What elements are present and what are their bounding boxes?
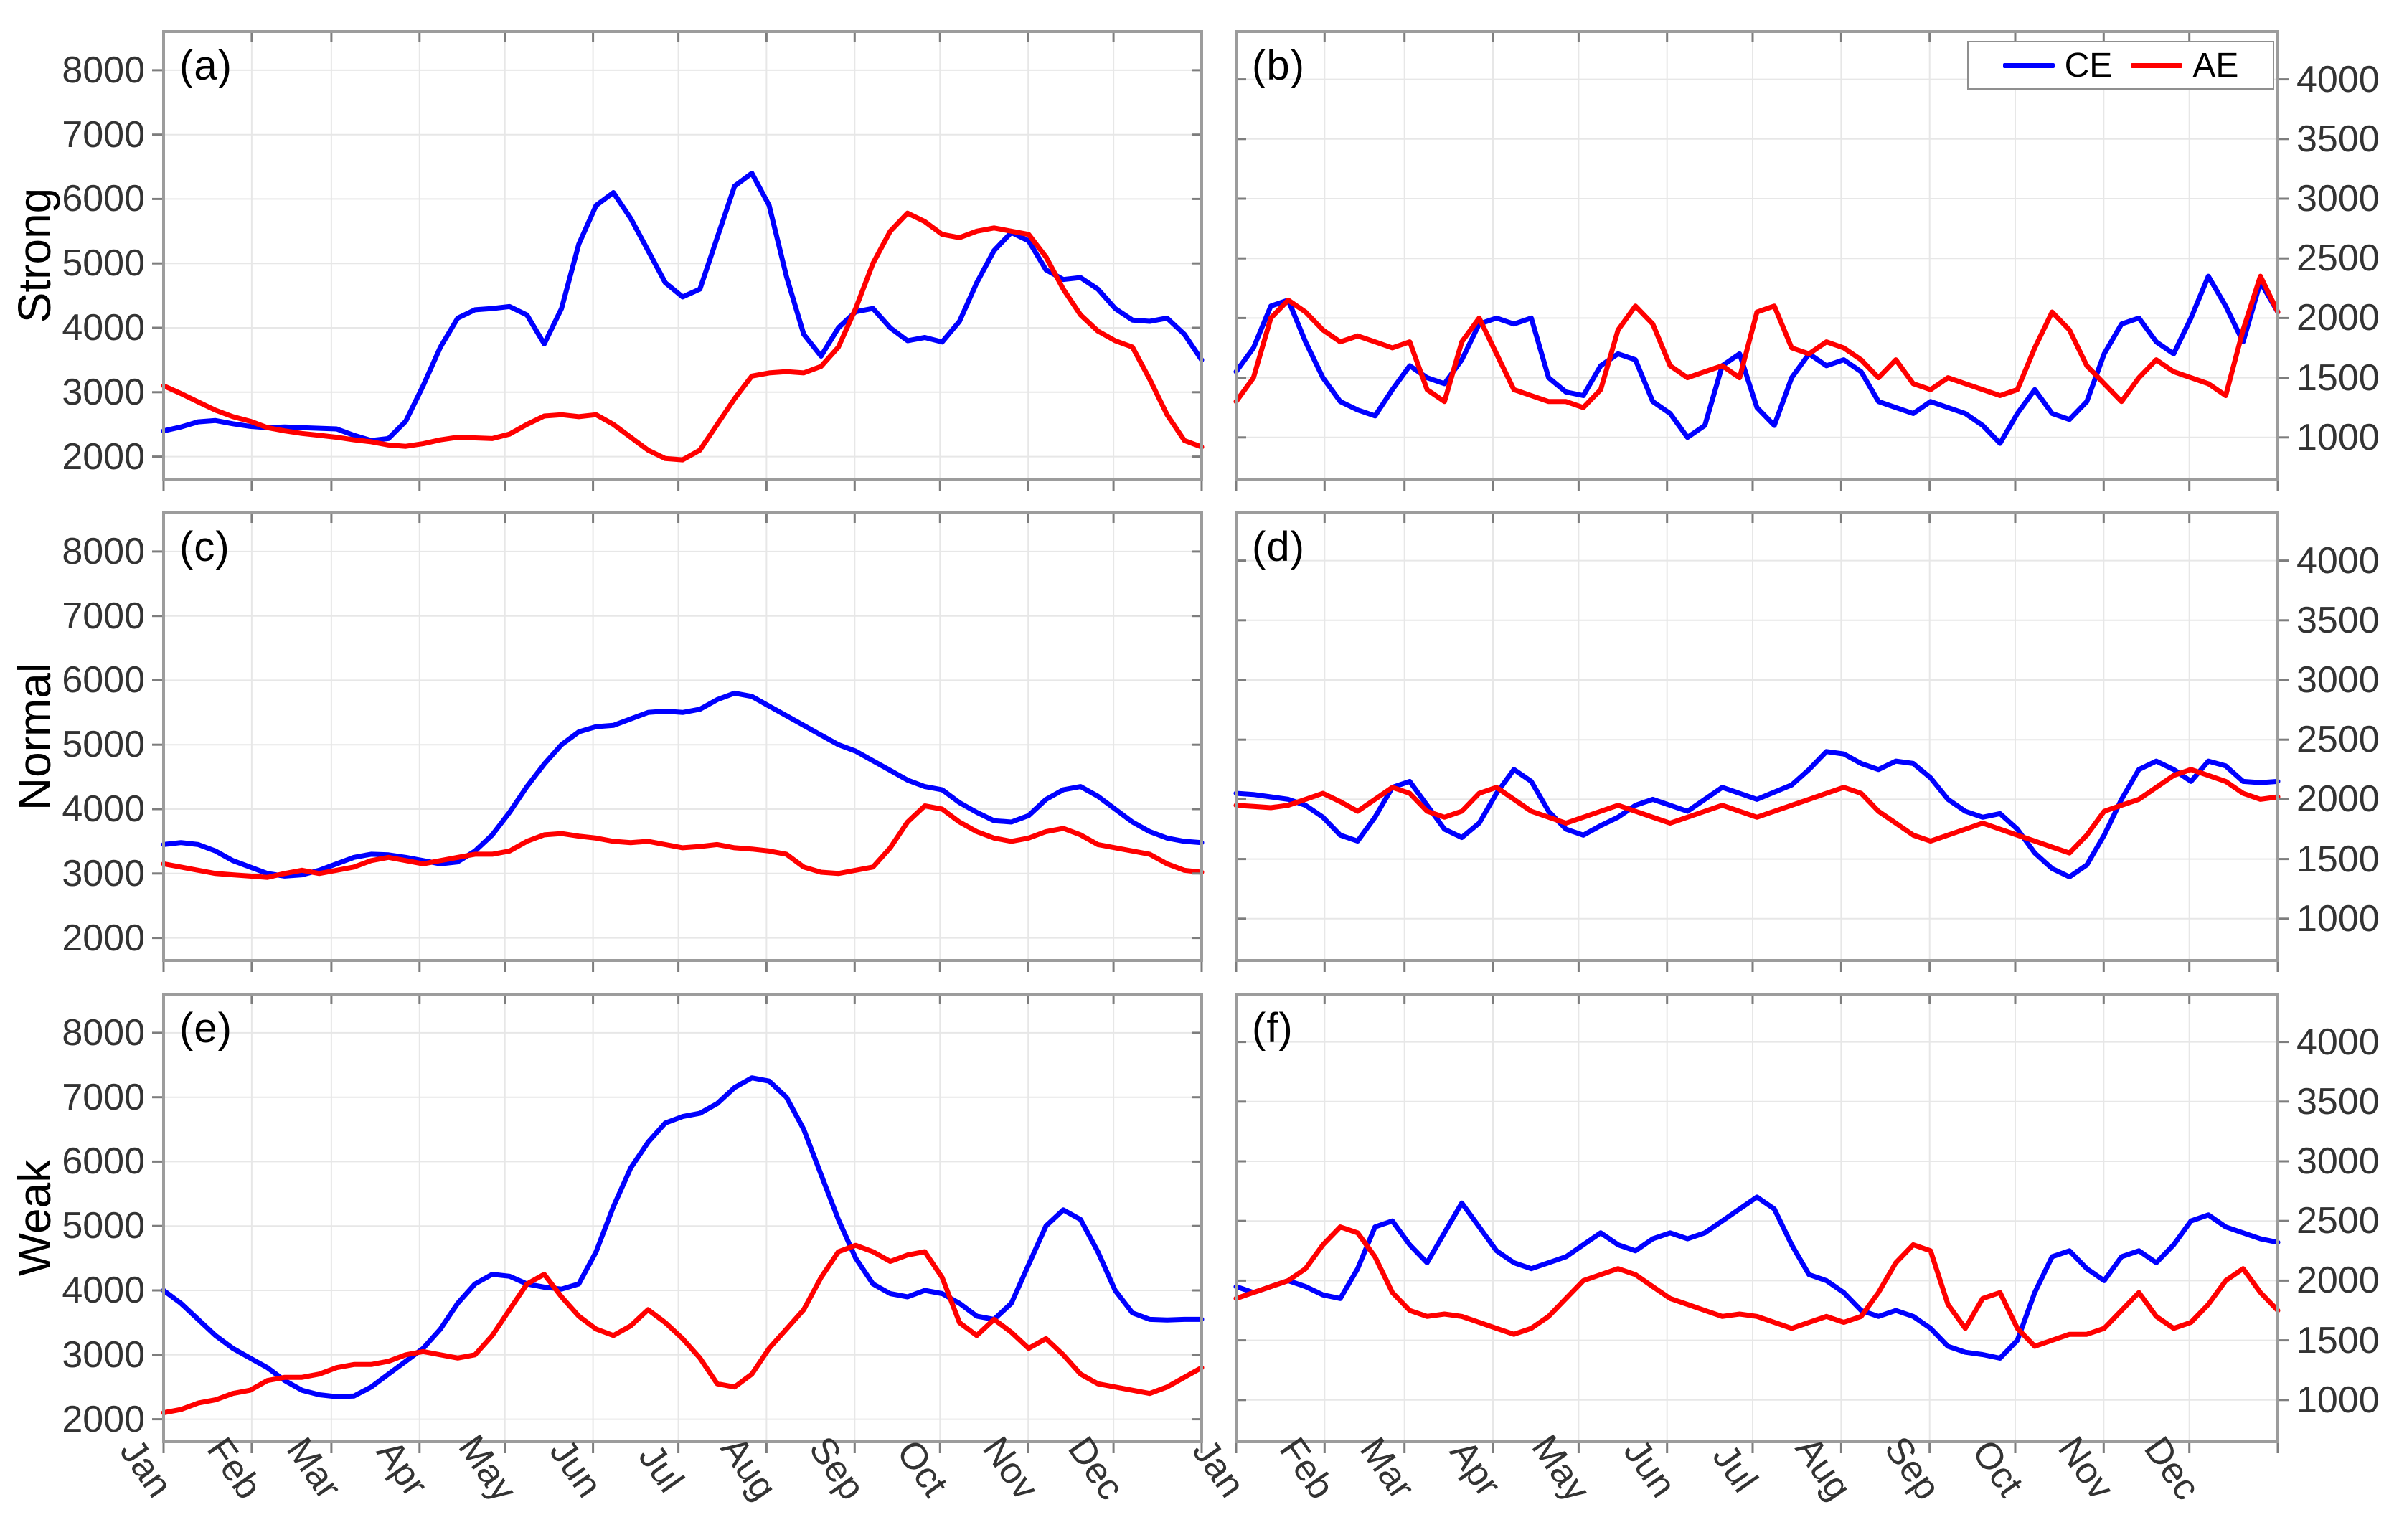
y-tick-label-left: 2000 bbox=[62, 1398, 145, 1440]
ae-legend-label: AE bbox=[2192, 46, 2239, 85]
panel-b-letter: (b) bbox=[1252, 42, 1305, 89]
panel-a-ae-line bbox=[161, 210, 1205, 463]
y-tick-label-left: 2000 bbox=[62, 917, 145, 959]
panel-e-letter: (e) bbox=[179, 1005, 232, 1052]
y-tick-label-left: 3000 bbox=[62, 1333, 145, 1376]
y-tick-label-left: 3000 bbox=[62, 371, 145, 413]
panel-d-letter: (d) bbox=[1252, 524, 1305, 570]
y-tick-label-right: 3500 bbox=[2296, 599, 2380, 641]
panel-c-ce-line bbox=[161, 690, 1205, 879]
ae-line-sample bbox=[2131, 62, 2183, 68]
y-tick-label-left: 4000 bbox=[62, 1270, 145, 1311]
panel-f-ae-line bbox=[1233, 1224, 2281, 1349]
panel-b-frame bbox=[1235, 30, 2279, 481]
y-tick-label-right: 2500 bbox=[2296, 1200, 2380, 1242]
y-tick-label-right: 4000 bbox=[2296, 1021, 2380, 1063]
y-tick-label-right: 2000 bbox=[2296, 778, 2380, 821]
y-tick-label-right: 1500 bbox=[2296, 356, 2380, 399]
legend-item-ae: AE bbox=[2131, 46, 2238, 85]
panel-e-frame bbox=[162, 993, 1203, 1443]
panel-a-ce-line bbox=[161, 171, 1205, 443]
y-tick-label-right: 1000 bbox=[2296, 897, 2380, 940]
y-tick-label-left: 8000 bbox=[62, 530, 145, 572]
y-tick-label-right: 1500 bbox=[2296, 838, 2380, 880]
panel-c-frame bbox=[162, 511, 1203, 962]
y-tick-label-right: 1000 bbox=[2296, 1379, 2380, 1421]
panel-f-frame bbox=[1235, 993, 2279, 1443]
y-tick-label-left: 5000 bbox=[62, 1205, 145, 1247]
panel-d-frame bbox=[1235, 511, 2279, 962]
y-tick-label-left: 4000 bbox=[62, 307, 145, 349]
y-tick-label-left: 6000 bbox=[62, 659, 145, 701]
y-tick-label-right: 3000 bbox=[2296, 658, 2380, 701]
y-tick-label-left: 7000 bbox=[62, 595, 145, 637]
panel-e-ae-line bbox=[161, 1242, 1205, 1416]
legend: CE AE bbox=[1967, 41, 2274, 90]
panel-b-ae-line bbox=[1233, 273, 2281, 410]
y-tick-label-right: 1000 bbox=[2296, 416, 2380, 458]
y-tick-label-right: 4000 bbox=[2296, 539, 2380, 582]
y-tick-label-left: 5000 bbox=[62, 724, 145, 766]
panel-e-ce-line bbox=[161, 1075, 1205, 1399]
panel-d-ae-line bbox=[1233, 767, 2281, 856]
y-tick-label-right: 3500 bbox=[2296, 118, 2380, 160]
panel-c-ae-line bbox=[161, 803, 1205, 880]
panel-f-ce-line bbox=[1233, 1194, 2281, 1361]
y-tick-label-right: 3000 bbox=[2296, 1140, 2380, 1182]
y-tick-label-left: 7000 bbox=[62, 1076, 145, 1118]
y-tick-label-left: 4000 bbox=[62, 788, 145, 830]
y-tick-label-left: 6000 bbox=[62, 178, 145, 220]
y-tick-label-right: 2000 bbox=[2296, 297, 2380, 339]
y-tick-label-right: 3500 bbox=[2296, 1080, 2380, 1123]
panel-f-letter: (f) bbox=[1252, 1005, 1294, 1052]
y-tick-label-left: 2000 bbox=[62, 435, 145, 478]
legend-item-ce: CE bbox=[2002, 46, 2113, 85]
y-tick-label-left: 7000 bbox=[62, 113, 145, 156]
y-tick-label-left: 8000 bbox=[62, 1011, 145, 1054]
y-tick-label-right: 2000 bbox=[2296, 1260, 2380, 1302]
y-tick-label-right: 2500 bbox=[2296, 719, 2380, 761]
y-tick-label-right: 4000 bbox=[2296, 58, 2380, 100]
y-tick-label-right: 3000 bbox=[2296, 177, 2380, 219]
panel-a-frame bbox=[162, 30, 1203, 481]
y-tick-label-right: 2500 bbox=[2296, 237, 2380, 280]
y-tick-label-left: 5000 bbox=[62, 242, 145, 285]
panel-d-ce-line bbox=[1233, 749, 2281, 879]
y-tick-label-left: 3000 bbox=[62, 852, 145, 894]
ce-line-sample bbox=[2002, 62, 2055, 68]
panel-b-ce-line bbox=[1233, 273, 2281, 446]
panel-a-letter: (a) bbox=[179, 42, 232, 89]
y-tick-label-right: 1500 bbox=[2296, 1319, 2380, 1361]
y-tick-label-left: 8000 bbox=[62, 49, 145, 91]
y-tick-label-left: 6000 bbox=[62, 1140, 145, 1183]
panel-c-letter: (c) bbox=[179, 524, 230, 570]
ce-legend-label: CE bbox=[2064, 46, 2113, 85]
